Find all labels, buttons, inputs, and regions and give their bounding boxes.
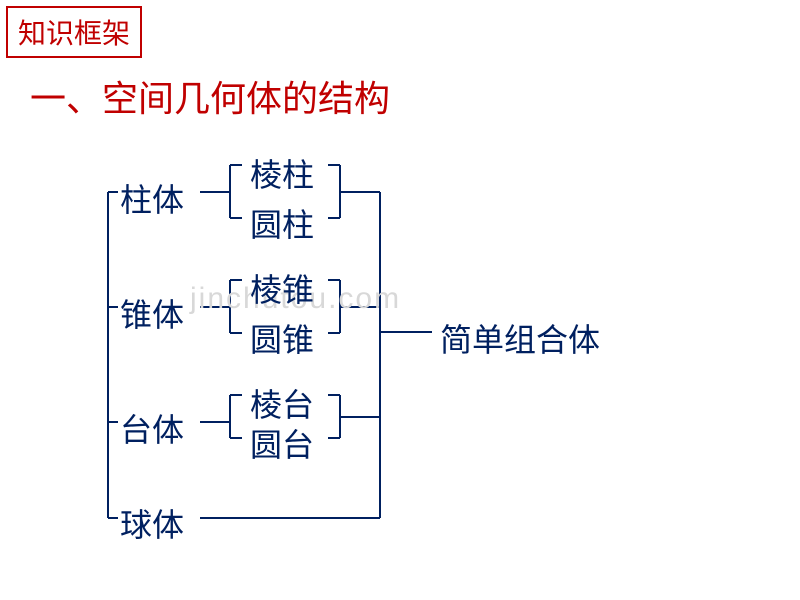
node-lengzhu: 棱柱 (250, 150, 314, 196)
section-heading: 一、空间几何体的结构 (30, 70, 390, 122)
node-yuanzhu: 圆柱 (250, 200, 314, 246)
node-qiu: 球体 (120, 500, 184, 546)
node-combo: 简单组合体 (440, 315, 600, 361)
title-box: 知识框架 (6, 6, 142, 58)
node-yuanzhui: 圆锥 (250, 315, 314, 361)
node-yuantai: 圆台 (250, 420, 314, 466)
tree-diagram: jinchutou.com 柱体 棱柱 圆柱 锥体 棱锥 圆锥 台体 棱台 圆台… (60, 140, 740, 560)
node-zhui: 锥体 (120, 290, 184, 336)
node-tai: 台体 (120, 405, 184, 451)
node-lengzhui: 棱锥 (250, 265, 314, 311)
title-text: 知识框架 (18, 19, 130, 50)
node-zhu: 柱体 (120, 175, 184, 221)
